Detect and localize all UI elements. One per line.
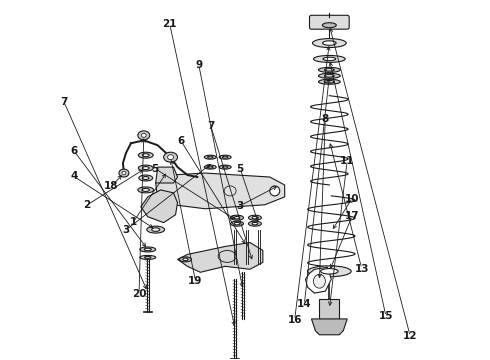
Ellipse shape <box>183 258 188 261</box>
Ellipse shape <box>138 131 150 140</box>
Ellipse shape <box>222 166 228 168</box>
Ellipse shape <box>252 216 258 219</box>
Ellipse shape <box>308 266 351 277</box>
Ellipse shape <box>143 167 149 170</box>
FancyBboxPatch shape <box>319 299 339 319</box>
Text: 1: 1 <box>129 217 137 227</box>
Ellipse shape <box>138 187 154 193</box>
Text: 8: 8 <box>321 114 329 124</box>
Ellipse shape <box>231 215 244 220</box>
Ellipse shape <box>234 222 240 225</box>
Ellipse shape <box>322 41 336 45</box>
Text: 10: 10 <box>345 194 359 203</box>
Ellipse shape <box>324 75 334 77</box>
Ellipse shape <box>145 256 151 258</box>
Ellipse shape <box>168 155 173 159</box>
Ellipse shape <box>152 228 160 231</box>
Ellipse shape <box>164 152 177 162</box>
Polygon shape <box>141 190 177 223</box>
Ellipse shape <box>147 226 165 233</box>
Text: 13: 13 <box>354 264 369 274</box>
Ellipse shape <box>318 79 340 84</box>
Text: 12: 12 <box>403 332 417 342</box>
Ellipse shape <box>122 171 126 175</box>
Ellipse shape <box>323 57 336 61</box>
FancyBboxPatch shape <box>310 15 349 29</box>
Text: 3: 3 <box>237 201 244 211</box>
Ellipse shape <box>248 221 261 226</box>
Ellipse shape <box>138 152 153 158</box>
Ellipse shape <box>252 222 258 225</box>
Polygon shape <box>156 167 177 183</box>
Text: 11: 11 <box>340 157 354 166</box>
Ellipse shape <box>318 73 340 78</box>
Ellipse shape <box>208 156 213 158</box>
Ellipse shape <box>318 67 340 72</box>
Ellipse shape <box>179 257 192 262</box>
Ellipse shape <box>324 81 334 83</box>
Text: 3: 3 <box>122 225 129 235</box>
Polygon shape <box>177 243 263 272</box>
Text: 6: 6 <box>70 146 77 156</box>
Ellipse shape <box>231 221 244 226</box>
Ellipse shape <box>119 169 129 177</box>
Ellipse shape <box>314 55 345 62</box>
Polygon shape <box>306 267 331 293</box>
Text: 20: 20 <box>132 289 146 298</box>
Ellipse shape <box>234 216 240 219</box>
Polygon shape <box>156 173 285 209</box>
Polygon shape <box>312 319 347 335</box>
Ellipse shape <box>141 133 147 137</box>
Text: 5: 5 <box>151 163 159 174</box>
Ellipse shape <box>143 154 149 157</box>
Ellipse shape <box>204 165 216 169</box>
Ellipse shape <box>219 165 231 169</box>
Ellipse shape <box>140 255 156 260</box>
Text: 19: 19 <box>188 276 202 286</box>
Text: 21: 21 <box>162 18 177 28</box>
Text: 5: 5 <box>237 163 244 174</box>
Ellipse shape <box>219 155 231 159</box>
Ellipse shape <box>208 166 213 168</box>
Ellipse shape <box>314 274 325 288</box>
Ellipse shape <box>248 215 261 220</box>
Text: 9: 9 <box>195 60 202 70</box>
Text: 7: 7 <box>207 121 215 131</box>
Text: 2: 2 <box>83 200 91 210</box>
Ellipse shape <box>320 269 338 274</box>
Ellipse shape <box>142 188 149 192</box>
Text: 14: 14 <box>297 299 312 309</box>
Ellipse shape <box>270 186 280 196</box>
Ellipse shape <box>324 69 334 71</box>
Text: 16: 16 <box>287 315 302 325</box>
Ellipse shape <box>144 248 151 251</box>
Ellipse shape <box>322 23 336 28</box>
Ellipse shape <box>138 165 153 171</box>
Ellipse shape <box>313 39 346 48</box>
Text: 15: 15 <box>379 311 393 321</box>
Text: 4: 4 <box>70 171 77 181</box>
Ellipse shape <box>140 247 156 252</box>
Text: 17: 17 <box>344 211 359 221</box>
Text: 6: 6 <box>177 136 184 146</box>
Text: 7: 7 <box>60 97 68 107</box>
Ellipse shape <box>222 156 228 158</box>
Ellipse shape <box>204 155 216 159</box>
Text: 18: 18 <box>104 181 119 192</box>
Ellipse shape <box>139 175 153 181</box>
Ellipse shape <box>143 176 149 180</box>
